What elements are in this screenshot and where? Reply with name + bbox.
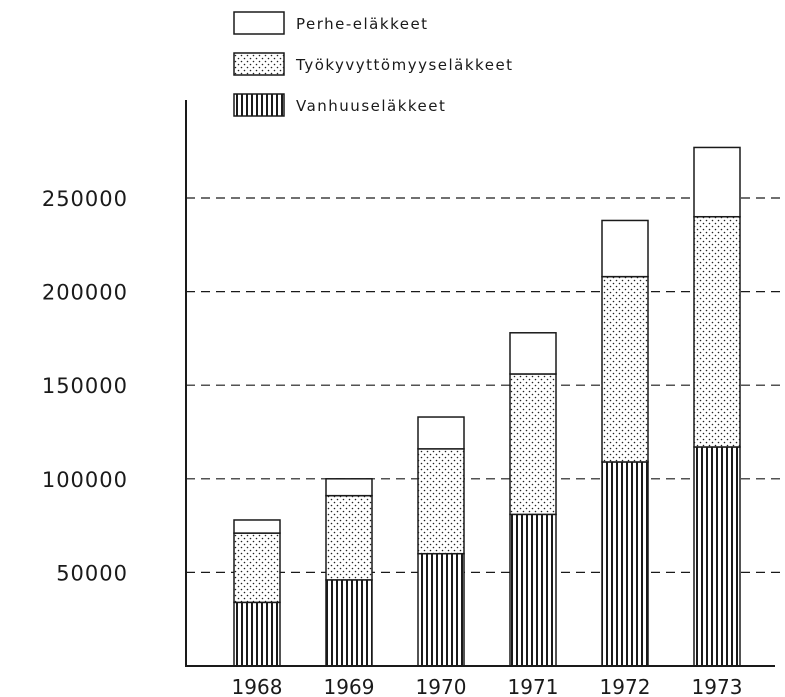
y-tick-labels: 50000 100000 150000 200000 250000 xyxy=(42,187,128,585)
y-tick-label: 150000 xyxy=(42,374,128,398)
axes xyxy=(185,100,775,667)
bar-stack-1973 xyxy=(693,146,741,667)
bar-segment xyxy=(233,601,281,667)
bar-segment xyxy=(601,275,649,463)
bar-stack-1970 xyxy=(417,416,465,667)
bar-segment xyxy=(233,519,281,534)
bar-segment xyxy=(693,446,741,667)
bar-segment xyxy=(601,219,649,278)
bar-segment xyxy=(509,513,557,667)
bars xyxy=(233,146,741,667)
bar-stack-1969 xyxy=(325,478,373,667)
y-tick-label: 250000 xyxy=(42,187,128,211)
legend-swatch xyxy=(233,11,285,35)
bar-segment xyxy=(417,552,465,667)
x-category-label: 1972 xyxy=(600,675,651,697)
legend-swatch xyxy=(233,52,285,76)
x-category-label: 1973 xyxy=(692,675,743,697)
bar-segment xyxy=(693,146,741,218)
legend-item: Perhe-eläkkeet xyxy=(233,11,429,35)
bar-stack-1971 xyxy=(509,332,557,667)
x-category-labels: 1968 1969 1970 1971 1972 1973 xyxy=(232,675,743,697)
legend-swatch xyxy=(233,93,285,117)
bar-segment xyxy=(233,532,281,604)
x-category-label: 1971 xyxy=(508,675,559,697)
y-tick-label: 100000 xyxy=(42,468,128,492)
bar-segment xyxy=(693,215,741,448)
bar-segment xyxy=(325,478,373,497)
gridlines xyxy=(186,197,785,574)
x-category-label: 1970 xyxy=(416,675,467,697)
y-tick-label: 200000 xyxy=(42,281,128,305)
legend-item: Vanhuuseläkkeet xyxy=(233,93,446,117)
bar-stack-1968 xyxy=(233,519,281,667)
x-category-label: 1968 xyxy=(232,675,283,697)
legend: Perhe-eläkkeet Työkyvyttömyyseläkkeet Vanh… xyxy=(233,11,514,117)
bar-segment xyxy=(509,373,557,516)
x-category-label: 1969 xyxy=(324,675,375,697)
legend-label: Työkyvyttömyyseläkkeet xyxy=(295,56,514,74)
bar-segment xyxy=(509,332,557,375)
bar-segment xyxy=(325,579,373,667)
bar-segment xyxy=(417,416,465,450)
legend-item: Työkyvyttömyyseläkkeet xyxy=(233,52,514,76)
y-tick-label: 50000 xyxy=(56,561,128,585)
legend-label: Vanhuuseläkkeet xyxy=(296,97,446,115)
bar-segment xyxy=(417,448,465,555)
bar-segment xyxy=(601,461,649,667)
bar-stack-1972 xyxy=(601,219,649,667)
legend-label: Perhe-eläkkeet xyxy=(296,15,429,33)
bar-segment xyxy=(325,494,373,581)
